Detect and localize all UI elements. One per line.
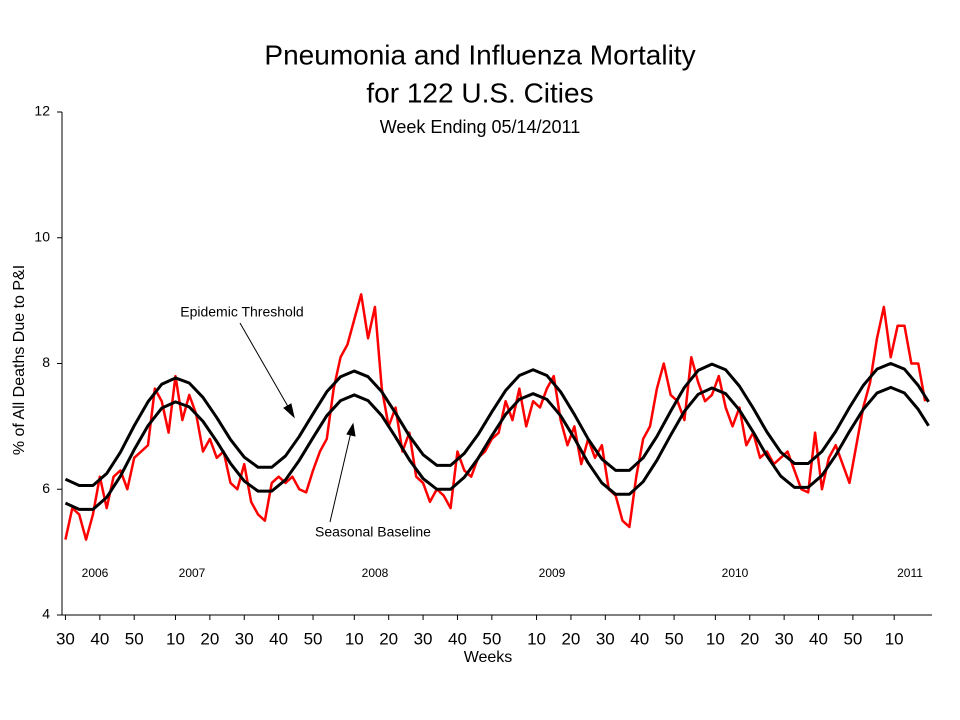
x-tick-label: 10 — [885, 629, 904, 648]
x-tick-label: 50 — [482, 629, 501, 648]
year-label: 2010 — [722, 566, 749, 580]
chart-title: for 122 U.S. Cities — [366, 77, 593, 108]
y-tick-label: 10 — [34, 228, 50, 244]
x-tick-label: 30 — [596, 629, 615, 648]
x-tick-label: 40 — [809, 629, 828, 648]
x-tick-label: 30 — [56, 629, 75, 648]
arrow-head — [346, 422, 356, 437]
x-tick-label: 40 — [448, 629, 467, 648]
x-tick-label: 20 — [200, 629, 219, 648]
year-label: 2011 — [897, 566, 923, 580]
x-tick-label: 30 — [414, 629, 433, 648]
annotation: Seasonal Baseline — [315, 524, 431, 540]
data-line — [64, 293, 927, 541]
year-label: 2009 — [539, 566, 566, 580]
x-tick-label: 20 — [740, 629, 759, 648]
x-tick-label: 50 — [843, 629, 862, 648]
data-line — [64, 385, 930, 511]
x-tick-label: 30 — [775, 629, 794, 648]
year-label: 2008 — [362, 566, 389, 580]
data-line — [64, 362, 930, 487]
y-tick-label: 8 — [42, 354, 50, 370]
annotation-arrows — [239, 322, 356, 523]
x-tick-label: 20 — [561, 629, 580, 648]
year-label: 2007 — [179, 566, 206, 580]
x-tick-label: 50 — [125, 629, 144, 648]
y-tick-label: 4 — [42, 606, 50, 622]
x-tick-label: 50 — [665, 629, 684, 648]
x-tick-label: 10 — [166, 629, 185, 648]
x-tick-label: 10 — [527, 629, 546, 648]
chart-title: Pneumonia and Influenza Mortality — [264, 39, 695, 70]
x-tick-label: 40 — [630, 629, 649, 648]
x-tick-label: 40 — [90, 629, 109, 648]
x-tick-label: 50 — [304, 629, 323, 648]
year-label: 2006 — [82, 566, 109, 580]
arrow-line — [239, 322, 291, 411]
x-tick-label: 30 — [235, 629, 254, 648]
arrow-head — [283, 403, 295, 419]
y-tick-label: 12 — [34, 103, 50, 119]
x-tick-label: 10 — [706, 629, 725, 648]
chart-subtitle: Week Ending 05/14/2011 — [380, 117, 581, 137]
y-tick-label: 6 — [42, 480, 50, 496]
x-tick-label: 20 — [379, 629, 398, 648]
x-axis-label: Weeks — [464, 649, 513, 666]
annotation: Epidemic Threshold — [180, 304, 303, 320]
arrow-line — [329, 431, 352, 523]
x-tick-label: 10 — [345, 629, 364, 648]
y-axis-label: % of All Deaths Due to P&I — [11, 265, 28, 455]
x-tick-label: 40 — [269, 629, 288, 648]
